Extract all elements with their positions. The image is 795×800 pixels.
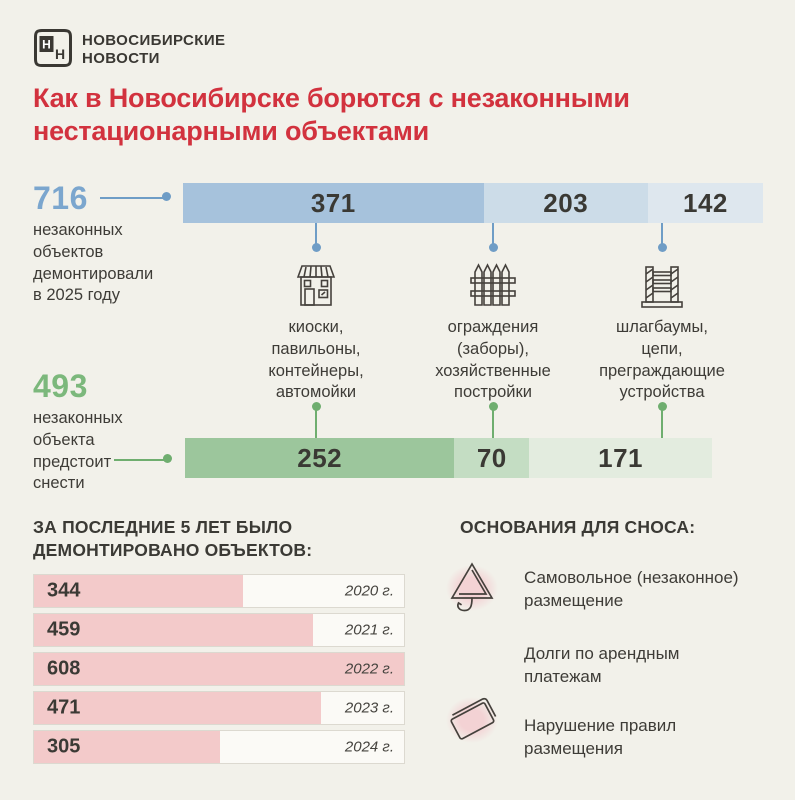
- connector-line: [661, 223, 663, 245]
- connector-line: [492, 223, 494, 245]
- lease-debt-icon: [450, 697, 497, 740]
- connector-dot: [312, 243, 321, 252]
- year-row: 305 2024 г.: [33, 730, 405, 764]
- year-row: 459 2021 г.: [33, 613, 405, 647]
- year-value: 459: [47, 618, 81, 641]
- connector-dot: [489, 243, 498, 252]
- demolished-2025-bar: 371 203 142: [183, 183, 763, 223]
- year-value: 344: [47, 579, 81, 602]
- year-label: 2021 г.: [344, 621, 394, 639]
- connector-line: [315, 223, 317, 245]
- demolished-2025-caption: незаконных объектов демонтировали в 2025…: [33, 221, 154, 305]
- year-value: 608: [47, 657, 81, 680]
- connector-dot: [163, 454, 172, 463]
- year-label: 2022 г.: [344, 660, 394, 678]
- reason-text-lease-debt: Долги по арендным платежам: [524, 644, 680, 687]
- category-label-barriers: шлагбаумы, цепи, преграждающие устройств…: [599, 318, 725, 402]
- to-demolish-caption: незаконных объекта предстоит снести: [33, 409, 123, 493]
- demolished-2025-value: 716: [33, 180, 88, 216]
- logo-nn-icon: Н Н: [34, 29, 72, 67]
- segment-value: 371: [310, 187, 356, 218]
- year-bar-fill: [34, 575, 244, 607]
- reason-icon-box: [444, 558, 500, 618]
- brand-name: НОВОСИБИРСКИЕ НОВОСТИ: [82, 32, 226, 67]
- connector-dot: [658, 402, 667, 411]
- year-label: 2024 г.: [344, 738, 394, 756]
- bar-segment-barriers: 171: [529, 438, 712, 478]
- five-years-heading: ЗА ПОСЛЕДНИЕ 5 ЛЕТ БЫЛО ДЕМОНТИРОВАНО ОБ…: [33, 517, 313, 560]
- year-value: 305: [47, 735, 81, 758]
- segment-value: 252: [297, 442, 343, 473]
- connector-dot: [312, 402, 321, 411]
- bar-segment-barriers: 142: [647, 183, 763, 223]
- bar-segment-fences: 70: [454, 438, 530, 478]
- reason-icon-box: [444, 692, 500, 748]
- connector-line: [661, 409, 663, 438]
- category-icon-box: [286, 258, 346, 312]
- connector-dot: [658, 243, 667, 252]
- year-row: 608 2022 г.: [33, 652, 405, 686]
- category-icon-box: [463, 258, 523, 312]
- svg-text:Н: Н: [55, 46, 65, 62]
- kiosk-icon: [296, 265, 336, 306]
- connector-dot: [489, 402, 498, 411]
- year-label: 2020 г.: [344, 582, 394, 600]
- reason-text-rules-violation: Нарушение правил размещения: [524, 716, 677, 759]
- year-bar-fill: [34, 692, 321, 724]
- segment-value: 171: [598, 442, 644, 473]
- connector-line: [114, 459, 168, 461]
- logo: Н Н: [33, 28, 73, 68]
- barrier-icon: [641, 266, 683, 308]
- year-row: 471 2023 г.: [33, 691, 405, 725]
- connector-line: [315, 409, 317, 438]
- year-bar-fill: [34, 653, 404, 685]
- reason-text-unauthorized: Самовольное (незаконное) размещение: [524, 568, 739, 611]
- year-label: 2023 г.: [344, 699, 394, 717]
- category-label-fences: ограждения (заборы), хозяйственные постр…: [435, 318, 551, 402]
- reasons-heading: ОСНОВАНИЯ ДЛЯ СНОСА:: [460, 517, 696, 537]
- bar-segment-kiosks: 252: [185, 438, 455, 478]
- segment-value: 203: [543, 187, 589, 218]
- page-title: Как в Новосибирске борются с незаконными…: [33, 83, 630, 146]
- bar-segment-kiosks: 371: [183, 183, 484, 223]
- connector-dot: [162, 192, 171, 201]
- crane-hook-icon: [450, 562, 494, 612]
- to-demolish-bar: 252 70 171: [185, 438, 712, 478]
- category-label-kiosks: киоски, павильоны, контейнеры, автомойки: [268, 318, 364, 402]
- connector-line: [100, 197, 166, 199]
- connector-line: [492, 409, 494, 438]
- segment-value: 142: [683, 187, 728, 218]
- svg-text:Н: Н: [42, 38, 51, 52]
- fence-icon: [470, 263, 516, 306]
- bar-segment-fences: 203: [483, 183, 648, 223]
- year-value: 471: [47, 696, 81, 719]
- year-bar-fill: [34, 731, 220, 763]
- year-bar-fill: [34, 614, 314, 646]
- category-icon-box: [632, 258, 692, 312]
- to-demolish-value: 493: [33, 368, 88, 404]
- year-row: 344 2020 г.: [33, 574, 405, 608]
- segment-value: 70: [476, 442, 507, 473]
